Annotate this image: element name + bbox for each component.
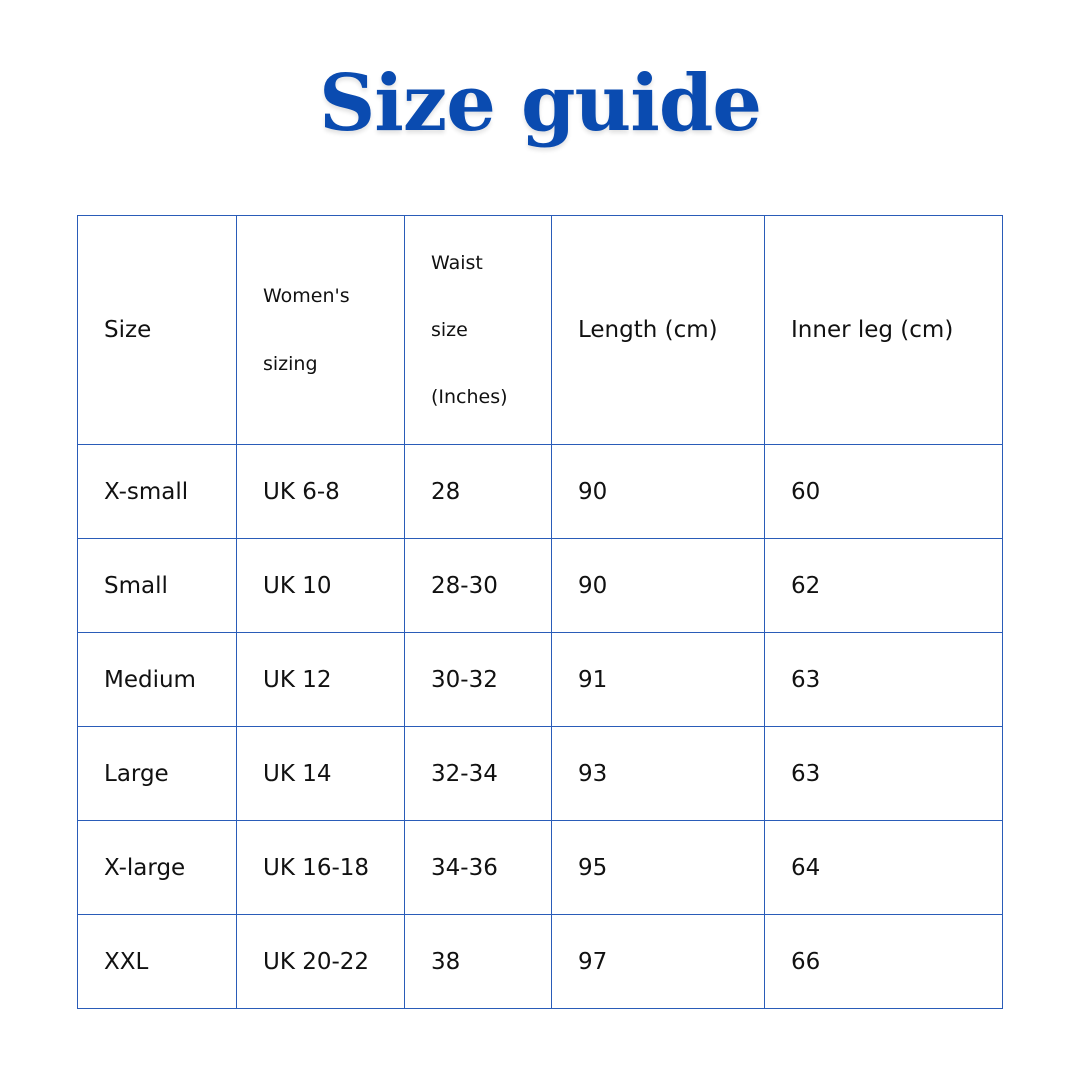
cell-womens-sizing: UK 20-22	[236, 914, 405, 1009]
cell-length: 90	[551, 444, 765, 539]
header-length: Length (cm)	[551, 215, 765, 445]
cell-waist-size: 28-30	[404, 538, 552, 633]
cell-size: X-large	[77, 820, 237, 915]
cell-womens-sizing: UK 14	[236, 726, 405, 821]
header-size: Size	[77, 215, 237, 445]
header-inner-leg: Inner leg (cm)	[764, 215, 1003, 445]
header-womens-sizing: Women's sizing	[236, 215, 405, 445]
table-header-row: Size Women's sizing Waist size (Inches) …	[77, 215, 1003, 445]
cell-waist-size: 32-34	[404, 726, 552, 821]
page-title: Size guide	[318, 58, 762, 149]
cell-size: X-small	[77, 444, 237, 539]
header-text: sizing	[263, 353, 318, 375]
cell-womens-sizing: UK 12	[236, 632, 405, 727]
cell-womens-sizing: UK 10	[236, 538, 405, 633]
cell-inner-leg: 64	[764, 820, 1003, 915]
table-row: XXL UK 20-22 38 97 66	[77, 914, 1003, 1009]
cell-length: 97	[551, 914, 765, 1009]
cell-length: 93	[551, 726, 765, 821]
table-row: X-small UK 6-8 28 90 60	[77, 444, 1003, 539]
cell-inner-leg: 62	[764, 538, 1003, 633]
cell-length: 95	[551, 820, 765, 915]
cell-inner-leg: 63	[764, 726, 1003, 821]
cell-size: Large	[77, 726, 237, 821]
cell-size: Medium	[77, 632, 237, 727]
cell-waist-size: 28	[404, 444, 552, 539]
cell-womens-sizing: UK 16-18	[236, 820, 405, 915]
table-row: X-large UK 16-18 34-36 95 64	[77, 820, 1003, 915]
header-waist-size: Waist size (Inches)	[404, 215, 552, 445]
size-table: Size Women's sizing Waist size (Inches) …	[77, 215, 1003, 1009]
cell-inner-leg: 63	[764, 632, 1003, 727]
cell-size: Small	[77, 538, 237, 633]
cell-length: 91	[551, 632, 765, 727]
header-text: Women's	[263, 285, 350, 307]
cell-size: XXL	[77, 914, 237, 1009]
cell-waist-size: 38	[404, 914, 552, 1009]
cell-waist-size: 34-36	[404, 820, 552, 915]
table-row: Small UK 10 28-30 90 62	[77, 538, 1003, 633]
header-text: size	[431, 318, 468, 341]
header-text: Waist	[431, 251, 483, 274]
table-row: Large UK 14 32-34 93 63	[77, 726, 1003, 821]
cell-length: 90	[551, 538, 765, 633]
table-row: Medium UK 12 30-32 91 63	[77, 632, 1003, 727]
cell-inner-leg: 66	[764, 914, 1003, 1009]
cell-womens-sizing: UK 6-8	[236, 444, 405, 539]
cell-waist-size: 30-32	[404, 632, 552, 727]
cell-inner-leg: 60	[764, 444, 1003, 539]
header-text: (Inches)	[431, 385, 508, 408]
